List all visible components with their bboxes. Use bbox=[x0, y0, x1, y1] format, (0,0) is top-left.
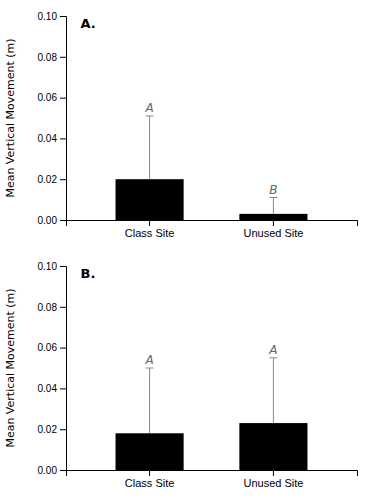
tick: Unused Site bbox=[243, 470, 303, 489]
tick-mark bbox=[149, 220, 150, 226]
tick-label: 0.00 bbox=[38, 215, 58, 226]
error-bar bbox=[269, 358, 277, 423]
tick-mark bbox=[60, 220, 66, 221]
tick-mark bbox=[60, 138, 66, 139]
error-bar-stem bbox=[273, 198, 274, 214]
tick: 0.00 bbox=[38, 215, 66, 226]
tick: 0.08 bbox=[38, 52, 66, 63]
y-axis: 0.00 0.02 0.04 0.06 0.08 0.10 bbox=[38, 261, 67, 476]
tick-label: 0.02 bbox=[38, 424, 58, 435]
tick-mark bbox=[60, 57, 66, 58]
tick-label: 0.08 bbox=[38, 302, 58, 313]
panel: ABClass SiteUnused Site0.000.020.040.060… bbox=[4, 11, 358, 239]
tick-mark bbox=[60, 16, 66, 17]
bar bbox=[239, 423, 307, 470]
tick-mark bbox=[273, 470, 274, 476]
error-bar-cap bbox=[269, 357, 277, 358]
tick: 0.10 bbox=[38, 11, 66, 22]
tick-label: 0.10 bbox=[38, 11, 58, 22]
significance-label: A bbox=[144, 353, 153, 367]
tick-mark bbox=[60, 307, 66, 308]
error-bar-stem bbox=[149, 116, 150, 179]
axis-line bbox=[67, 221, 358, 227]
tick-label: 0.06 bbox=[38, 342, 58, 353]
axis-line bbox=[60, 267, 67, 471]
plot-area bbox=[116, 116, 308, 220]
error-bar-stem bbox=[149, 368, 150, 433]
axis-line bbox=[60, 17, 67, 221]
x-axis: Class Site Unused Site bbox=[67, 220, 358, 239]
tick-mark bbox=[60, 388, 66, 389]
y-axis: 0.00 0.02 0.04 0.06 0.08 0.10 bbox=[38, 11, 67, 226]
tick-mark bbox=[60, 348, 66, 349]
panel-label: B. bbox=[81, 266, 96, 281]
tick-label: 0.04 bbox=[38, 133, 58, 144]
tick-label: Unused Site bbox=[243, 227, 303, 239]
error-bar-cap bbox=[146, 368, 154, 369]
error-bar bbox=[269, 198, 277, 214]
tick-mark bbox=[60, 179, 66, 180]
axis-title: Mean Vertical Movement (m) bbox=[4, 288, 17, 447]
tick-label: Class Site bbox=[125, 227, 175, 239]
tick-mark bbox=[149, 470, 150, 476]
axis-title: Mean Vertical Movement (m) bbox=[4, 38, 17, 197]
tick-mark bbox=[60, 470, 66, 471]
bar bbox=[116, 433, 184, 470]
tick-label: 0.08 bbox=[38, 52, 58, 63]
tick: 0.06 bbox=[38, 342, 66, 353]
figure: ABClass SiteUnused Site0.000.020.040.060… bbox=[0, 0, 371, 500]
significance-label: A bbox=[268, 343, 277, 357]
panel: AAClass SiteUnused Site0.000.020.040.060… bbox=[4, 261, 358, 489]
tick: 0.06 bbox=[38, 92, 66, 103]
tick: 0.02 bbox=[38, 174, 66, 185]
tick: 0.04 bbox=[38, 133, 66, 144]
error-bar-cap bbox=[269, 197, 277, 198]
tick: 0.04 bbox=[38, 383, 66, 394]
tick-mark bbox=[60, 98, 66, 99]
tick: 0.02 bbox=[38, 424, 66, 435]
tick-label: 0.10 bbox=[38, 261, 58, 272]
tick: 0.08 bbox=[38, 302, 66, 313]
significance-label: A bbox=[144, 101, 153, 115]
error-bar-stem bbox=[273, 358, 274, 423]
tick-label: 0.02 bbox=[38, 174, 58, 185]
panel-label: A. bbox=[81, 16, 96, 31]
tick-mark bbox=[273, 220, 274, 226]
error-bar-cap bbox=[146, 115, 154, 116]
tick: 0.10 bbox=[38, 261, 66, 272]
tick-label: Unused Site bbox=[243, 477, 303, 489]
x-axis: Class Site Unused Site bbox=[67, 470, 358, 489]
tick-label: 0.06 bbox=[38, 92, 58, 103]
tick-label: 0.00 bbox=[38, 465, 58, 476]
tick-label: Class Site bbox=[125, 477, 175, 489]
tick-mark bbox=[60, 429, 66, 430]
axis-line bbox=[67, 471, 358, 477]
tick: Class Site bbox=[125, 470, 175, 489]
tick: Class Site bbox=[125, 220, 175, 239]
significance-label: B bbox=[269, 183, 277, 197]
tick: Unused Site bbox=[243, 220, 303, 239]
bar bbox=[239, 214, 307, 220]
error-bar bbox=[146, 368, 154, 433]
tick: 0.00 bbox=[38, 465, 66, 476]
bar bbox=[116, 179, 184, 220]
tick-mark bbox=[60, 266, 66, 267]
error-bar bbox=[146, 116, 154, 179]
tick-label: 0.04 bbox=[38, 383, 58, 394]
plot-area bbox=[116, 358, 308, 470]
